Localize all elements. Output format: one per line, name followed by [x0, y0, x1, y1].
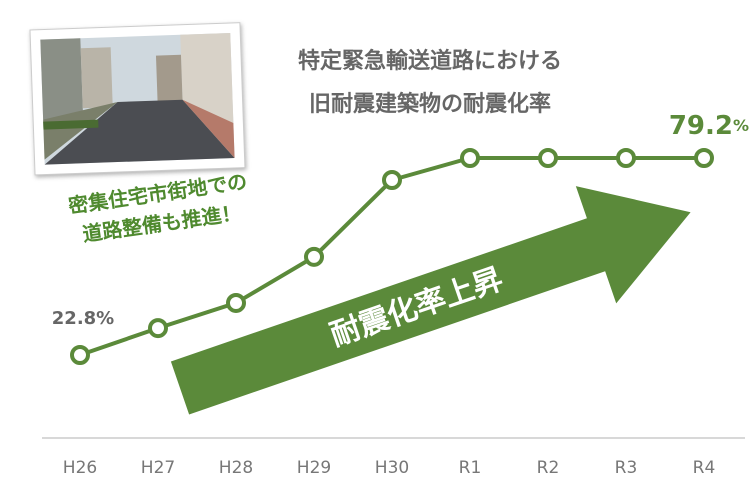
photo: [29, 22, 246, 176]
point: [148, 318, 168, 339]
x-tick-label: R4: [693, 458, 716, 477]
x-tick-label: H27: [141, 458, 175, 477]
point: [538, 148, 558, 168]
point: [382, 170, 402, 191]
title: 特定緊急輸送道路における: [298, 48, 562, 74]
point: [616, 148, 636, 168]
value-label: 79.2%: [669, 111, 749, 141]
point: [694, 148, 714, 168]
x-tick-label: H28: [219, 458, 253, 477]
point: [304, 246, 324, 267]
x-tick-label: R3: [615, 458, 638, 477]
x-tick-label: H26: [63, 458, 97, 477]
x-tick-label: H29: [297, 458, 331, 477]
x-tick-label: R1: [459, 458, 482, 477]
value-label: 22.8%: [52, 308, 114, 329]
point: [226, 292, 246, 313]
title: 旧耐震建築物の耐震化率: [309, 91, 551, 117]
x-tick-label: H30: [375, 458, 409, 477]
point: [70, 345, 90, 365]
x-tick-label: R2: [537, 458, 560, 477]
point: [460, 148, 480, 168]
value-unit: %: [733, 116, 749, 135]
value-number: 79.2: [669, 111, 733, 141]
